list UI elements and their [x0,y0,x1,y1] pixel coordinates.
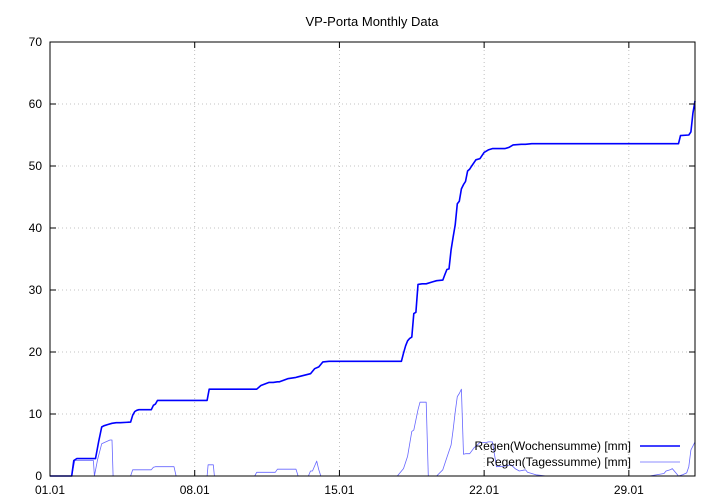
y-tick-label: 70 [29,35,43,49]
series-layer [50,100,696,477]
legend: Regen(Wochensumme) [mm] Regen(Tagessumme… [475,439,680,469]
y-tick-label: 40 [29,221,43,235]
chart-title: VP-Porta Monthly Data [306,14,440,29]
y-tick-label: 0 [35,469,42,483]
axis-ticks: 0 10 20 30 40 50 60 70 01.01 08.01 15.01 22.01 29.01 [29,35,695,497]
series-line-weekly-sum [50,100,696,477]
y-tick-label: 30 [29,283,43,297]
x-tick-label: 15.01 [324,483,354,497]
y-tick-label: 60 [29,97,43,111]
y-tick-label: 50 [29,159,43,173]
legend-label-daily: Regen(Tagessumme) [mm] [486,455,631,469]
y-tick-label: 10 [29,407,43,421]
y-tick-label: 20 [29,345,43,359]
legend-label-weekly: Regen(Wochensumme) [mm] [475,439,632,453]
x-tick-label: 22.01 [469,483,499,497]
plot-frame [49,41,696,477]
x-tick-label: 29.01 [614,483,644,497]
x-tick-label: 08.01 [180,483,210,497]
x-tick-label: 01.01 [35,483,65,497]
grid [50,42,695,476]
